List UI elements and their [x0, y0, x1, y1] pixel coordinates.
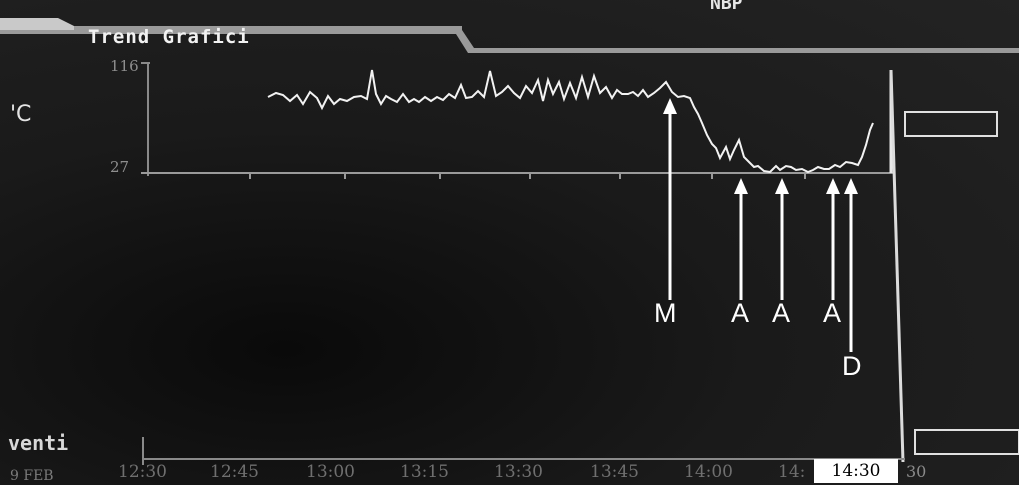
annotation-arrows [663, 98, 858, 352]
current-time-badge[interactable]: 14:30 [814, 459, 898, 483]
arrow-a2-head [775, 178, 789, 194]
trend-line [267, 69, 874, 174]
side-box-bottom [914, 429, 1019, 455]
header-nbp-label: NBP [710, 0, 743, 14]
marker-label-d: D [842, 351, 862, 381]
x-tick: 13:45 [590, 462, 639, 482]
x-tick: 12:45 [210, 462, 259, 482]
x-tick: 13:00 [306, 462, 355, 482]
x-tick: 14:00 [684, 462, 733, 482]
y-tick-min: 27 [110, 158, 130, 176]
x-tick: 13:15 [400, 462, 449, 482]
arrow-d-head [844, 178, 858, 194]
marker-label-a: A [772, 298, 791, 328]
parameter-label: 'C [10, 102, 32, 127]
marker-label-a: A [823, 298, 842, 328]
tab-header-bar [0, 26, 1019, 53]
events-label: venti [8, 431, 69, 455]
side-box-top [904, 111, 998, 137]
x-tick: 13:30 [494, 462, 543, 482]
tab-left-accent [0, 18, 74, 30]
marker-label-m: M [654, 298, 677, 328]
arrow-a1-head [734, 178, 748, 194]
y-tick-max: 116 [110, 57, 139, 75]
arrow-m-head [663, 98, 677, 114]
tab-title[interactable]: Trend Grafici [88, 26, 250, 48]
baseline-ticks [249, 173, 806, 179]
x-tick: 12:30 [118, 462, 167, 482]
marker-label-a: A [731, 298, 750, 328]
date-label: 9 FEB [10, 468, 54, 484]
x-tick: 14: [778, 462, 806, 482]
x-tick-trailing: 30 [906, 462, 927, 481]
panel-divider [889, 69, 905, 463]
arrow-a3-head [826, 178, 840, 194]
